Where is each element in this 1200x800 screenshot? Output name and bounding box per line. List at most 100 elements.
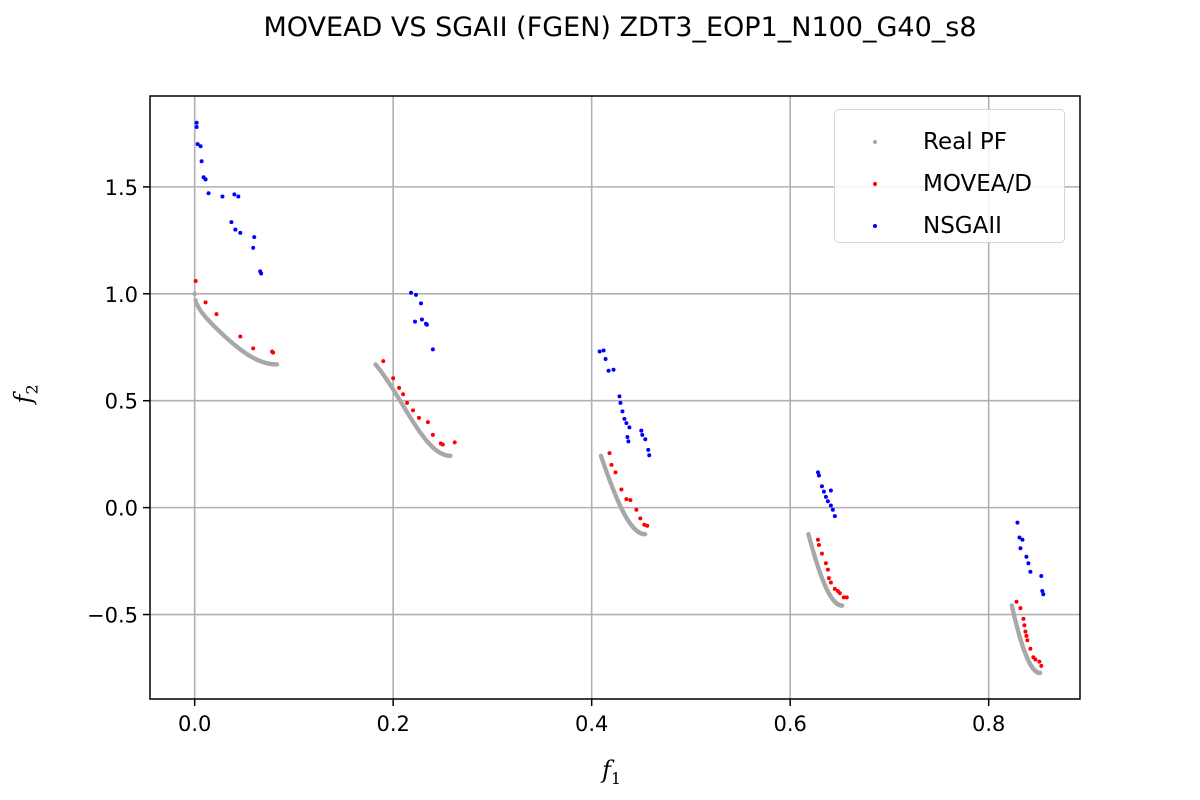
pf-point: [1037, 670, 1043, 676]
legend-marker-real-pf: [873, 140, 877, 144]
x-axis-label-text: f: [602, 756, 611, 784]
nsgaii-point: [640, 432, 645, 437]
movead-point: [828, 580, 833, 585]
legend: Real PF MOVEA/D NSGAII: [834, 109, 1065, 243]
nsgaii-point: [413, 292, 418, 297]
movead-point: [609, 462, 614, 467]
movead-point: [271, 350, 276, 355]
series-real-pf: [192, 291, 1043, 676]
pf-point: [274, 362, 280, 367]
axis-ticks: 0.0 0.2 0.4 0.6 0.8 −0.5 0.0 0.5 1.0 1.5: [87, 176, 1005, 736]
movead-point: [397, 385, 402, 390]
nsgaii-point: [1018, 546, 1023, 551]
nsgaii-point: [199, 159, 204, 164]
nsgaii-point: [819, 484, 824, 489]
nsgaii-point: [830, 507, 835, 512]
nsgaii-point: [409, 290, 414, 295]
nsgaii-point: [816, 473, 821, 478]
nsgaii-point: [823, 494, 828, 499]
movead-point: [825, 567, 830, 572]
movead-point: [251, 346, 256, 351]
legend-label-real-pf: Real PF: [923, 129, 1007, 155]
legend-marker-nsgaii: [873, 224, 877, 228]
nsgaii-point: [430, 347, 435, 352]
movead-point: [440, 442, 445, 447]
movead-point: [1037, 659, 1042, 664]
pf-point: [642, 531, 648, 537]
nsgaii-point: [251, 245, 256, 250]
pf-point: [448, 453, 453, 459]
chart-title: MOVEAD VS SGAII (FGEN) ZDT3_EOP1_N100_G4…: [263, 12, 977, 43]
movead-point: [1022, 623, 1027, 628]
nsgaii-point: [828, 503, 833, 508]
nsgaii-point: [646, 447, 651, 452]
legend-item-movead: MOVEA/D: [835, 169, 1064, 199]
nsgaii-point: [815, 470, 820, 475]
nsgaii-point: [1041, 592, 1046, 597]
nsgaii-point: [1026, 561, 1031, 566]
movead-point: [425, 420, 430, 425]
nsgaii-point: [220, 194, 225, 199]
movead-point: [1018, 606, 1023, 611]
nsgaii-point: [424, 322, 429, 327]
y-tick-label: 1.0: [105, 283, 138, 307]
nsgaii-point: [236, 194, 241, 199]
movead-point: [1023, 629, 1028, 634]
nsgaii-point: [232, 192, 237, 197]
y-tick-label: 0.0: [105, 497, 138, 521]
legend-label-nsgaii: NSGAII: [923, 213, 1002, 239]
movead-point: [634, 507, 639, 512]
nsgaii-point: [617, 394, 622, 399]
nsgaii-point: [413, 319, 418, 324]
series-nsgaii: [194, 120, 1046, 597]
movead-point: [1039, 663, 1044, 668]
x-tick-label: 0.8: [972, 712, 1005, 736]
nsgaii-point: [206, 191, 211, 196]
nsgaii-point: [618, 400, 623, 405]
nsgaii-point: [203, 177, 208, 182]
movead-point: [193, 278, 198, 283]
movead-point: [823, 561, 828, 566]
legend-item-nsgaii: NSGAII: [835, 211, 1064, 241]
movead-point: [1014, 599, 1019, 604]
movead-point: [816, 543, 821, 548]
movead-point: [815, 537, 820, 542]
nsgaii-point: [626, 439, 631, 444]
nsgaii-point: [229, 220, 234, 225]
nsgaii-point: [597, 349, 602, 354]
nsgaii-point: [259, 271, 264, 276]
movead-point: [628, 498, 633, 503]
nsgaii-point: [198, 144, 203, 149]
y-axis-label-text: f: [9, 394, 38, 404]
nsgaii-point: [233, 227, 238, 232]
pf-point: [192, 291, 197, 296]
movead-point: [381, 359, 386, 364]
x-axis-label-sub: 1: [610, 768, 622, 788]
movead-point: [452, 440, 457, 445]
nsgaii-point: [627, 425, 632, 430]
movead-point: [832, 586, 837, 591]
legend-item-real-pf: Real PF: [835, 127, 1064, 157]
legend-marker-movead: [873, 182, 877, 186]
nsgaii-point: [603, 357, 608, 362]
nsgaii-point: [647, 453, 652, 458]
nsgaii-point: [1024, 554, 1029, 559]
x-tick-label: 0.0: [178, 712, 211, 736]
pf-point: [839, 603, 845, 608]
movead-point: [826, 576, 831, 581]
nsgaii-point: [1020, 537, 1025, 542]
movead-point: [607, 451, 612, 456]
movead-point: [1024, 633, 1029, 638]
movead-point: [391, 376, 396, 381]
y-tick-label: 1.5: [105, 176, 138, 200]
nsgaii-point: [828, 488, 833, 493]
movead-point: [613, 470, 618, 475]
nsgaii-point: [194, 120, 199, 125]
nsgaii-point: [1040, 589, 1045, 594]
movead-point: [405, 400, 410, 405]
nsgaii-point: [625, 435, 630, 440]
movead-point: [1021, 616, 1026, 621]
y-tick-label: 0.5: [105, 390, 138, 414]
nsgaii-point: [611, 367, 616, 372]
